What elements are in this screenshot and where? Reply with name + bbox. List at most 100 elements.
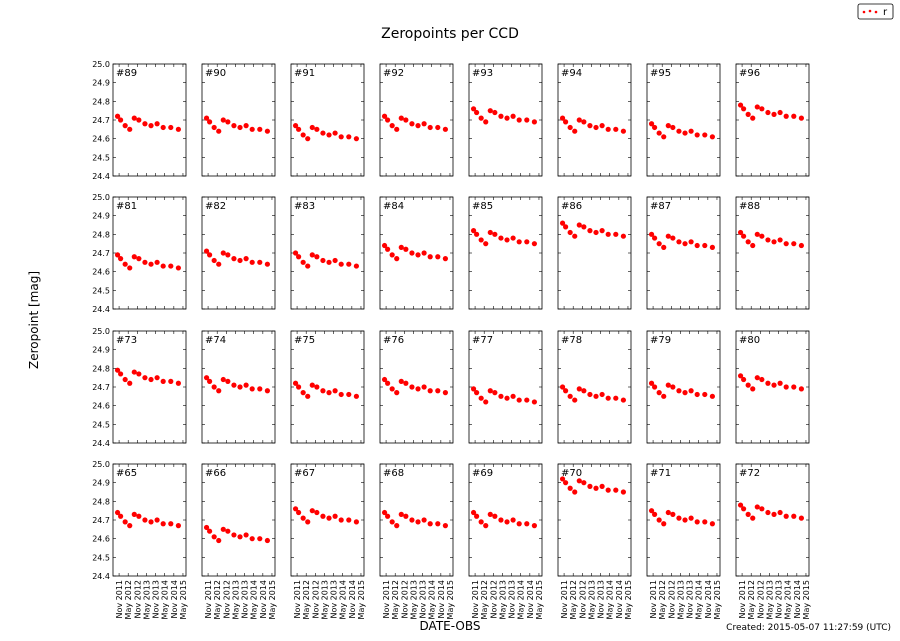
y-tick-label: 25.0 [92, 327, 110, 336]
data-point [661, 134, 667, 140]
panel-label: #86 [561, 201, 582, 212]
panel-label: #87 [650, 201, 671, 212]
panel-frame [468, 330, 543, 444]
data-point [385, 380, 391, 386]
data-point [415, 252, 421, 258]
data-point [211, 534, 217, 540]
data-point [314, 384, 320, 390]
data-point [160, 378, 166, 384]
data-point [305, 263, 311, 269]
data-point [652, 235, 658, 241]
y-tick-label: 24.9 [92, 212, 110, 221]
data-point [741, 506, 747, 512]
x-tick-label: May 2014 [161, 580, 170, 619]
panel-label: #92 [383, 68, 404, 79]
x-tick-label: May 2015 [624, 580, 633, 619]
data-point [694, 242, 700, 249]
y-tick-label: 24.8 [92, 497, 110, 506]
data-point [122, 519, 128, 525]
data-point [114, 252, 121, 258]
panel-label: #69 [472, 468, 493, 479]
data-point [225, 528, 231, 534]
x-tick-label: Nov 2014 [793, 580, 802, 619]
ccd-panel: #96 [735, 63, 810, 177]
panel-label: #94 [561, 68, 582, 79]
data-point [385, 513, 391, 519]
data-point [326, 259, 332, 265]
data-point [160, 124, 166, 131]
panel-label: #90 [205, 68, 226, 79]
data-point [648, 231, 655, 237]
data-point [599, 391, 605, 398]
data-point [292, 123, 299, 129]
data-point [791, 113, 797, 119]
data-point [694, 391, 700, 398]
data-point [563, 119, 569, 125]
data-point [326, 390, 332, 396]
ccd-panel: #93 [468, 63, 543, 177]
x-tick-label: Nov 2011 [293, 580, 302, 619]
data-point [777, 380, 783, 386]
ccd-panel: Nov 2011 May 2012 Nov 2012 May 2013 Nov 2013… [468, 463, 544, 619]
panel-label: #67 [294, 468, 315, 479]
data-point [470, 509, 477, 516]
x-tick-label: May 2015 [357, 580, 366, 619]
data-point [474, 390, 480, 396]
data-point [750, 515, 756, 521]
data-point [777, 109, 783, 116]
data-point [783, 384, 789, 390]
data-point [765, 237, 771, 243]
panel-frame [646, 330, 721, 444]
data-point [237, 534, 243, 540]
panel-frame [557, 330, 632, 444]
data-point [415, 123, 421, 129]
data-point [346, 517, 352, 523]
panel-label: #95 [650, 68, 671, 79]
data-point [326, 515, 332, 521]
data-point [118, 371, 124, 377]
panel-frame [112, 330, 187, 444]
data-point [510, 393, 516, 399]
data-point [175, 380, 181, 386]
data-point [593, 393, 599, 399]
data-point [131, 511, 137, 517]
x-tick-label: Nov 2014 [704, 580, 713, 619]
x-tick-label: May 2013 [765, 580, 774, 619]
data-point [114, 509, 121, 516]
data-point [498, 393, 504, 399]
panel-label: #71 [650, 468, 671, 479]
data-point [688, 515, 694, 521]
data-point [777, 509, 783, 516]
panel-label: #66 [205, 468, 226, 479]
data-point [403, 513, 409, 519]
data-point [709, 521, 715, 527]
y-tick-label: 24.9 [92, 346, 110, 355]
panel-label: #91 [294, 68, 315, 79]
data-point [620, 489, 626, 495]
data-point [216, 128, 222, 134]
data-point [656, 390, 662, 396]
data-point [442, 256, 448, 262]
data-point [338, 134, 344, 140]
data-point [136, 256, 142, 262]
panel-label: #82 [205, 201, 226, 212]
data-point [338, 391, 344, 398]
data-point [745, 382, 751, 388]
data-point [175, 126, 181, 132]
data-point [478, 237, 484, 243]
data-point [211, 124, 217, 131]
y-tick-label: 24.6 [92, 535, 110, 544]
x-tick-label: May 2013 [587, 580, 596, 619]
data-point [381, 509, 388, 516]
x-tick-label: May 2013 [409, 580, 418, 619]
data-point [661, 393, 667, 399]
y-tick-label: 25.0 [92, 460, 110, 469]
ccd-panel: Nov 2011 May 2012 Nov 2012 May 2013 Nov 2013… [557, 463, 633, 619]
data-point [599, 123, 605, 129]
data-point [694, 519, 700, 525]
data-point [442, 126, 448, 132]
x-tick-label: Nov 2013 [419, 580, 428, 619]
data-point [661, 521, 667, 527]
data-point [745, 511, 751, 517]
